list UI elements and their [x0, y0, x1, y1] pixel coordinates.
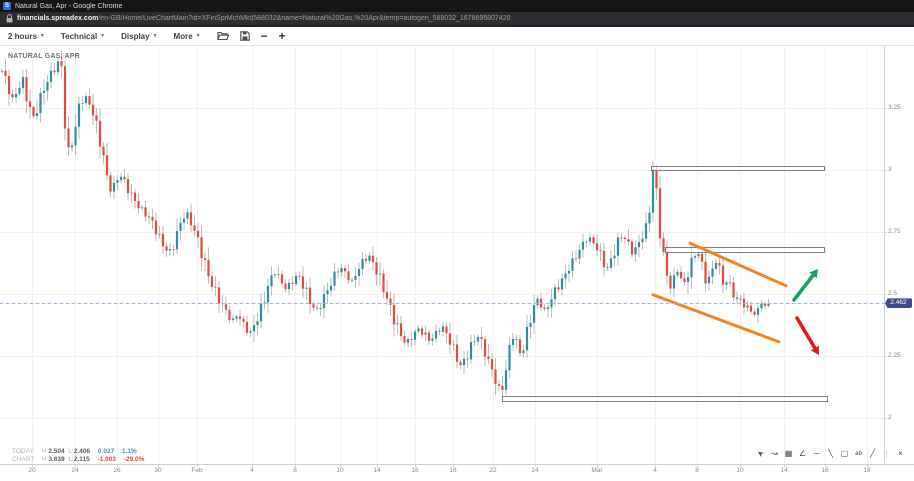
slash-tool-icon[interactable]: ╱	[870, 449, 875, 458]
address-bar[interactable]: financials.spreadex.com /en-GB/Home/Live…	[0, 12, 914, 25]
display-menu[interactable]: Display ▼	[121, 31, 158, 41]
y-axis-label: 3	[888, 166, 892, 173]
y-axis-label: 2.25	[888, 352, 901, 359]
more-menu[interactable]: More ▼	[173, 31, 201, 41]
url-path: /en-GB/Home/LiveChartMain?id=XFinSprMchM…	[98, 15, 511, 22]
x-axis-label: 8	[695, 467, 699, 474]
chart-stats-row: CHART: H:3.639 L:2.115 -1.003 -29.0%	[12, 456, 145, 463]
x-axis-label: 16	[411, 467, 419, 474]
spreadex-favicon-icon: S	[3, 2, 11, 10]
window-title: Natural Gas, Apr - Google Chrome	[15, 2, 123, 10]
y-axis-label: 3.25	[888, 104, 901, 111]
segment-tool-icon[interactable]: ╲	[828, 449, 833, 458]
y-axis-label: 2.75	[888, 228, 901, 235]
x-axis-label: 18	[863, 467, 871, 474]
x-axis-label: 26	[113, 467, 121, 474]
chart-stats: TODAY: H:2.504 L:2.406 0.027 1.1% CHART:…	[12, 448, 144, 464]
today-stats-row: TODAY: H:2.504 L:2.406 0.027 1.1%	[12, 448, 137, 455]
y-axis-label: 2	[888, 414, 892, 421]
zoom-in-button[interactable]: +	[278, 29, 286, 43]
x-axis-label: 24	[71, 467, 79, 474]
curve-tool-icon[interactable]: ↝	[771, 449, 778, 458]
chevron-down-icon: ▼	[152, 33, 158, 39]
drawing-toolbar: ➤ ↝ ▦ ∠ ─ ╲ ▢ ab ╱ | ×	[755, 447, 910, 460]
x-axis-label: 22	[489, 467, 497, 474]
x-axis-label: 14	[373, 467, 381, 474]
x-axis-label: 16	[821, 467, 829, 474]
chart-area: NATURAL GAS, APR 3.25 3 2.75 2.5 2.25 2 20 24 2…	[0, 45, 914, 481]
x-axis-label: 10	[736, 467, 744, 474]
chrome-divider	[0, 25, 914, 27]
text-tool-icon[interactable]: ab	[855, 450, 862, 457]
current-price-badge: 2.462	[885, 298, 912, 309]
x-axis-label: 14	[780, 467, 788, 474]
x-axis-label: 30	[154, 467, 162, 474]
url-domain: financials.spreadex.com	[17, 15, 99, 22]
grid-tool-icon[interactable]: ▦	[784, 449, 793, 458]
x-axis[interactable]: 20 24 26 30 Feb 4 8 10 14 16 18 22 24 Mar 4 8 10 14 16 18	[0, 464, 914, 481]
rect-tool-icon[interactable]: ▢	[840, 449, 849, 458]
x-axis-label: 24	[531, 467, 539, 474]
x-axis-label: 18	[449, 467, 457, 474]
x-axis-label: Mar	[591, 467, 603, 474]
zoom-out-button[interactable]: −	[260, 29, 268, 43]
chevron-down-icon: ▼	[195, 33, 201, 39]
title-bar: S Natural Gas, Apr - Google Chrome	[0, 0, 914, 12]
interval-dropdown[interactable]: 2 hours ▼	[8, 31, 45, 41]
divider: |	[885, 449, 888, 458]
lock-icon	[6, 14, 13, 23]
chevron-down-icon: ▼	[100, 33, 106, 39]
technical-menu[interactable]: Technical ▼	[60, 31, 106, 41]
chevron-down-icon: ▼	[39, 33, 45, 39]
y-axis-label: 2.5	[888, 290, 898, 297]
x-axis-label: 8	[293, 467, 297, 474]
delete-tool-icon[interactable]: ×	[898, 449, 903, 458]
x-axis-label: 4	[250, 467, 254, 474]
x-axis-label: 4	[653, 467, 657, 474]
y-axis[interactable]: 3.25 3 2.75 2.5 2.25 2	[884, 46, 914, 464]
symbol-label: NATURAL GAS, APR	[8, 53, 80, 60]
x-axis-label: 20	[28, 467, 36, 474]
angle-tool-icon[interactable]: ∠	[798, 449, 807, 458]
hline-tool-icon[interactable]: ─	[813, 449, 820, 458]
save-chart-button[interactable]	[239, 31, 250, 41]
x-axis-label: Feb	[191, 467, 203, 474]
price-chart-canvas[interactable]	[0, 46, 914, 481]
x-axis-label: 10	[336, 467, 344, 474]
chart-toolbar: 2 hours ▼ Technical ▼ Display ▼ More ▼ − +	[0, 27, 914, 45]
open-chart-button[interactable]	[216, 31, 229, 41]
pointer-tool-icon[interactable]: ➤	[755, 447, 766, 460]
